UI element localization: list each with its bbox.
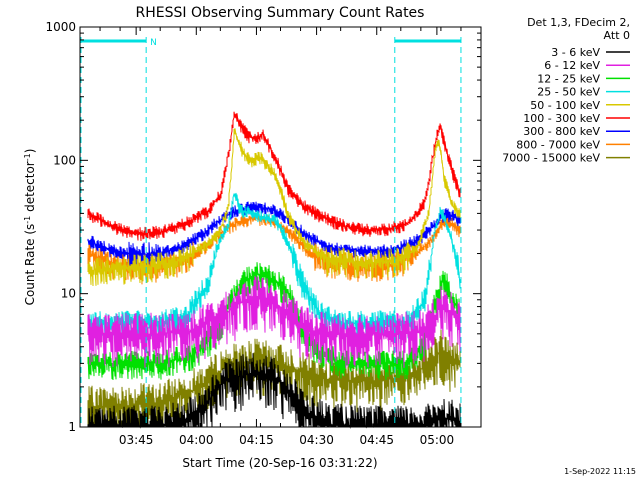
legend-entry-label: 100 - 300 keV bbox=[523, 112, 600, 125]
y-axis-label: Count Rate (s-1 detector-1) bbox=[23, 149, 38, 306]
series-2-trace bbox=[87, 262, 461, 381]
x-tick-label: 05:00 bbox=[420, 433, 455, 447]
series-layer bbox=[87, 111, 461, 429]
series-5-trace bbox=[87, 111, 461, 242]
y-tick-label: 100 bbox=[53, 153, 76, 167]
x-tick-label: 04:30 bbox=[299, 433, 334, 447]
chart-title: RHESSI Observing Summary Count Rates bbox=[136, 5, 425, 21]
legend-entry-label: 6 - 12 keV bbox=[544, 59, 600, 72]
footer-date: 1-Sep-2022 11:15 bbox=[564, 467, 636, 476]
series-4-trace bbox=[87, 128, 461, 287]
series-0-trace bbox=[87, 353, 461, 429]
legend-entry-label: 12 - 25 keV bbox=[537, 72, 600, 85]
legend-header-line-2: Att 0 bbox=[604, 29, 630, 42]
legend-entry-label: 50 - 100 keV bbox=[530, 99, 600, 112]
legend-entry-label: 25 - 50 keV bbox=[537, 86, 600, 99]
legend-entry-label: 800 - 7000 keV bbox=[516, 138, 600, 151]
x-tick-label: 04:15 bbox=[239, 433, 274, 447]
y-tick-label: 10 bbox=[61, 287, 76, 301]
series-6-trace bbox=[87, 201, 461, 272]
y-tick-label: 1000 bbox=[45, 20, 76, 34]
x-axis-label: Start Time (20-Sep-16 03:31:22) bbox=[182, 456, 377, 470]
y-tick-label: 1 bbox=[68, 420, 76, 434]
night-label: N bbox=[150, 38, 157, 48]
night-markers: N bbox=[80, 37, 462, 427]
legend-entry-label: 7000 - 15000 keV bbox=[502, 152, 600, 165]
x-tick-label: 04:00 bbox=[179, 433, 214, 447]
legend-entry-label: 3 - 6 keV bbox=[551, 46, 600, 59]
legend-entry-label: 300 - 800 keV bbox=[523, 125, 600, 138]
x-tick-label: 03:45 bbox=[119, 433, 154, 447]
series-1-trace bbox=[87, 275, 461, 369]
legend-header-line-1: Det 1,3, FDecim 2, bbox=[527, 16, 630, 29]
axes: 03:45 04:00 04:15 04:30 04:45 05:00 1 10 100 1000 bbox=[45, 20, 482, 447]
x-tick-label: 04:45 bbox=[359, 433, 394, 447]
